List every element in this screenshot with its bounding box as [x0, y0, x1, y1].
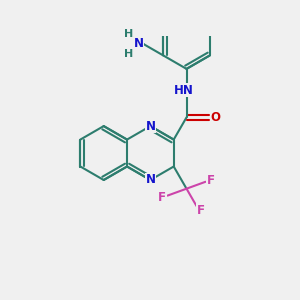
Text: F: F: [207, 174, 215, 187]
Text: N: N: [134, 38, 144, 50]
Text: F: F: [158, 190, 166, 204]
Text: F: F: [196, 203, 205, 217]
Text: H: H: [124, 49, 133, 59]
Text: HN: HN: [173, 84, 194, 97]
Text: H: H: [124, 29, 133, 39]
Text: N: N: [146, 173, 155, 187]
Text: O: O: [211, 111, 220, 124]
Text: N: N: [146, 120, 155, 133]
